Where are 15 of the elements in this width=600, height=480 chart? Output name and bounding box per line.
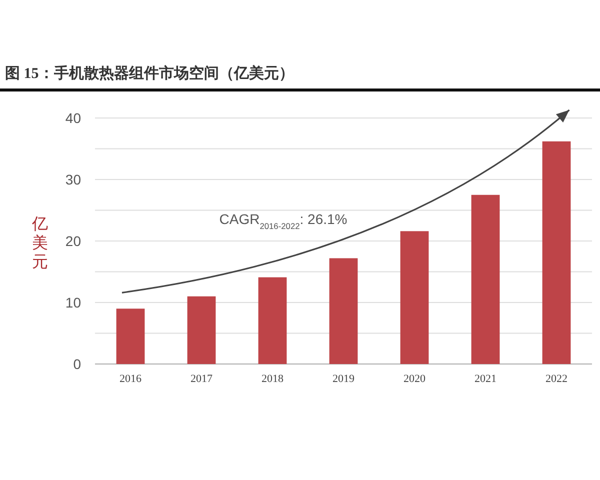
- y-axis-title: 亿美元: [31, 216, 48, 271]
- x-tick-label: 2022: [546, 373, 568, 385]
- y-tick-label: 20: [65, 233, 82, 249]
- y-tick-label: 10: [65, 294, 82, 310]
- chart-title: 图 15：手机散热器组件市场空间（亿美元）: [5, 64, 294, 82]
- x-tick-label: 2016: [120, 373, 142, 385]
- y-tick-label: 0: [73, 356, 82, 372]
- y-tick-label: 40: [65, 110, 82, 126]
- x-tick-label: 2019: [332, 373, 355, 385]
- x-tick-label: 2021: [474, 373, 496, 385]
- x-tick-label: 2017: [190, 373, 213, 385]
- x-tick-label: 2020: [404, 373, 426, 385]
- y-tick-label: 30: [65, 172, 82, 188]
- x-tick-label: 2018: [262, 373, 284, 385]
- annotation: CAGR$_{2016-2022}$: 26.1%: [219, 210, 348, 231]
